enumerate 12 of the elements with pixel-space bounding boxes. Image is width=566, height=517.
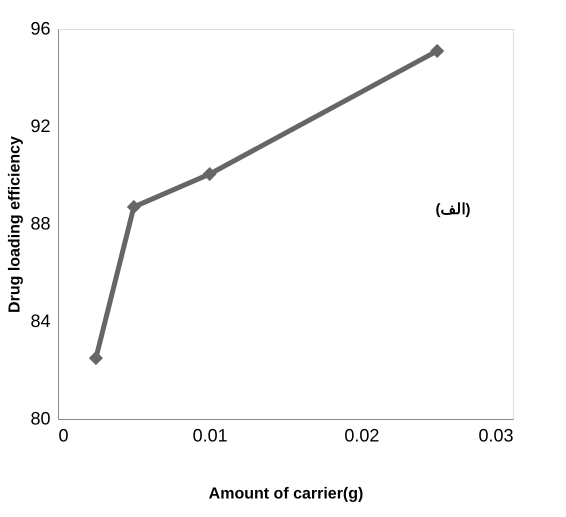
x-axis-title: Amount of carrier(g) xyxy=(208,486,364,502)
x-tick-label: 0.02 xyxy=(344,426,380,446)
annotation: (الف) xyxy=(436,201,470,218)
y-tick-label: 84 xyxy=(30,311,50,331)
x-tick-label: 0 xyxy=(58,426,69,446)
y-tick-label: 96 xyxy=(30,18,50,38)
y-axis-title: Drug loading efficiency xyxy=(6,136,24,313)
x-tick-label: 0.01 xyxy=(192,426,228,446)
x-tick-label: 0.03 xyxy=(478,426,514,446)
y-tick-label: 92 xyxy=(30,116,50,136)
y-tick-label: 80 xyxy=(30,408,50,428)
y-tick-label: 88 xyxy=(30,214,50,234)
